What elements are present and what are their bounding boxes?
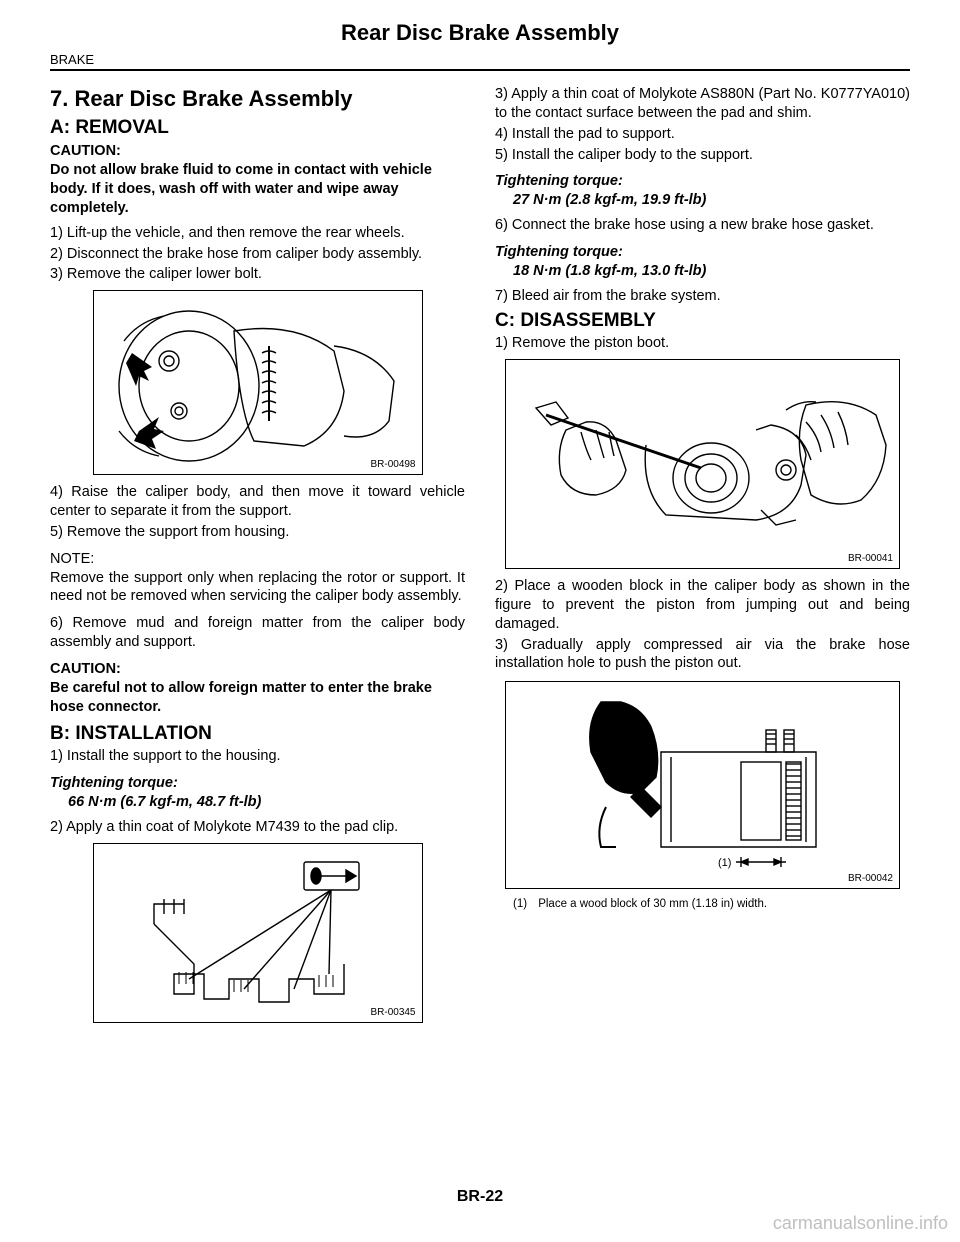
page-title: Rear Disc Brake Assembly xyxy=(50,20,910,46)
note-label: NOTE: xyxy=(50,550,465,569)
caption-text: Place a wood block of 30 mm (1.18 in) wi… xyxy=(538,898,767,910)
watermark: carmanualsonline.info xyxy=(773,1213,948,1234)
caution-label-1: CAUTION: xyxy=(50,142,465,161)
torque-value-1: 66 N·m (6.7 kgf-m, 48.7 ft-lb) xyxy=(50,793,465,812)
figure-label-2: BR-00345 xyxy=(370,1006,415,1019)
figure-br-00498: BR-00498 xyxy=(93,290,423,475)
torque-value-2: 27 N·m (2.8 kgf-m, 19.9 ft-lb) xyxy=(495,191,910,210)
header-rule xyxy=(50,69,910,71)
removal-step-5: 5) Remove the support from housing. xyxy=(50,523,465,542)
install-step-2: 2) Apply a thin coat of Molykote M7439 t… xyxy=(50,818,465,837)
section-label: BRAKE xyxy=(50,52,910,67)
figure-caption: (1) Place a wood block of 30 mm (1.18 in… xyxy=(513,897,910,912)
removal-step-2: 2) Disconnect the brake hose from calipe… xyxy=(50,245,465,264)
figure-br-00042: (1) BR-00042 xyxy=(505,681,900,889)
removal-step-6: 6) Remove mud and foreign matter from th… xyxy=(50,614,465,652)
caution-text-1: Do not allow brake fluid to come in cont… xyxy=(50,161,465,218)
install-step-4: 4) Install the pad to support. xyxy=(495,125,910,144)
heading-a: A: REMOVAL xyxy=(50,116,465,141)
install-step-5: 5) Install the caliper body to the suppo… xyxy=(495,146,910,165)
disasm-step-1: 1) Remove the piston boot. xyxy=(495,334,910,353)
note-text: Remove the support only when replacing t… xyxy=(50,569,465,607)
caution-label-2: CAUTION: xyxy=(50,660,465,679)
figure-label-1: BR-00498 xyxy=(370,458,415,471)
removal-step-4: 4) Raise the caliper body, and then move… xyxy=(50,483,465,521)
content-columns: 7. Rear Disc Brake Assembly A: REMOVAL C… xyxy=(50,85,910,1031)
removal-step-3: 3) Remove the caliper lower bolt. xyxy=(50,265,465,284)
removal-step-1: 1) Lift-up the vehicle, and then remove … xyxy=(50,224,465,243)
torque-label-2: Tightening torque: xyxy=(495,172,910,191)
install-step-7: 7) Bleed air from the brake system. xyxy=(495,287,910,306)
figure-br-00345: BR-00345 xyxy=(93,843,423,1023)
caption-number: (1) xyxy=(513,897,535,912)
install-step-6: 6) Connect the brake hose using a new br… xyxy=(495,216,910,235)
figure-label-4: BR-00042 xyxy=(848,872,893,885)
heading-b: B: INSTALLATION xyxy=(50,722,465,747)
figure-br-00041: BR-00041 xyxy=(505,359,900,569)
figure-annotation-1: (1) xyxy=(718,857,731,869)
page-number: BR-22 xyxy=(0,1188,960,1206)
heading-c: C: DISASSEMBLY xyxy=(495,309,910,334)
figure-label-3: BR-00041 xyxy=(848,552,893,565)
caution-text-2: Be careful not to allow foreign matter t… xyxy=(50,679,465,717)
install-step-1: 1) Install the support to the housing. xyxy=(50,747,465,766)
install-step-3: 3) Apply a thin coat of Molykote AS880N … xyxy=(495,85,910,123)
torque-label-1: Tightening torque: xyxy=(50,774,465,793)
torque-value-3: 18 N·m (1.8 kgf-m, 13.0 ft-lb) xyxy=(495,262,910,281)
torque-label-3: Tightening torque: xyxy=(495,243,910,262)
left-column: 7. Rear Disc Brake Assembly A: REMOVAL C… xyxy=(50,85,465,1031)
disasm-step-2: 2) Place a wooden block in the caliper b… xyxy=(495,577,910,634)
heading-7: 7. Rear Disc Brake Assembly xyxy=(50,85,465,114)
disasm-step-3: 3) Gradually apply compressed air via th… xyxy=(495,636,910,674)
right-column: 3) Apply a thin coat of Molykote AS880N … xyxy=(495,85,910,1031)
